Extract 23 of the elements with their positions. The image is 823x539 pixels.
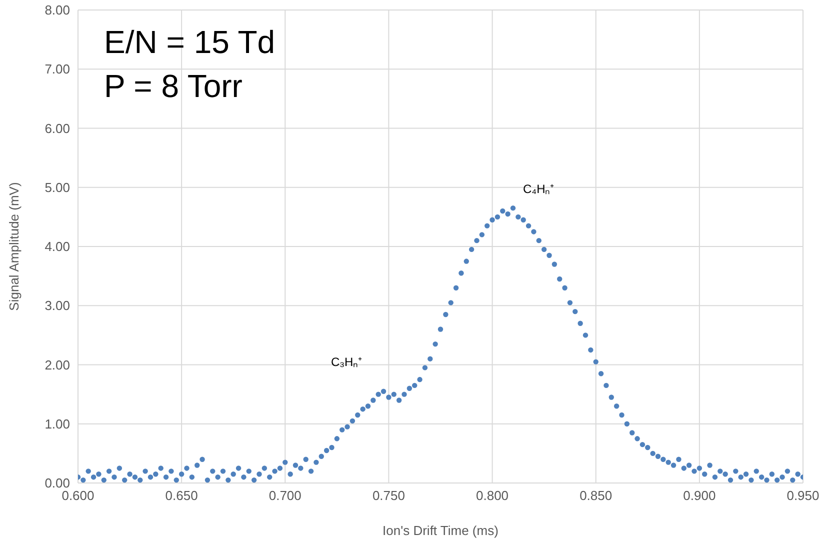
x-tick-label: 0.800	[476, 488, 509, 504]
y-tick-label: 8.00	[44, 2, 70, 18]
annotation: P = 8 Torr	[104, 67, 242, 106]
y-tick-label: 1.00	[44, 416, 70, 432]
y-tick-label: 3.00	[44, 298, 70, 314]
x-tick-label: 0.850	[580, 488, 612, 504]
y-tick-label: 5.00	[44, 180, 70, 195]
y-tick-label: 2.00	[44, 357, 70, 372]
x-tick-label: 0.650	[165, 488, 198, 504]
annotation: C₃Hₙ⁺	[331, 354, 362, 370]
annotation: E/N = 15 Td	[104, 23, 276, 62]
y-tick-label: 6.00	[44, 120, 70, 136]
x-axis-title: Ion's Drift Time (ms)	[382, 523, 498, 538]
annotation: C₄Hₙ⁺	[523, 181, 554, 197]
y-tick-label: 7.00	[44, 62, 70, 77]
y-axis-title: Signal Amplitude (mV)	[6, 182, 22, 311]
y-tick-label: 4.00	[44, 239, 70, 254]
x-tick-label: 0.950	[786, 488, 820, 504]
y-tick-label: 0.00	[44, 476, 70, 491]
x-tick-label: 0.750	[372, 488, 405, 504]
x-tick-label: 0.600	[62, 488, 94, 504]
x-tick-label: 0.900	[683, 488, 716, 504]
x-tick-label: 0.700	[268, 488, 302, 504]
